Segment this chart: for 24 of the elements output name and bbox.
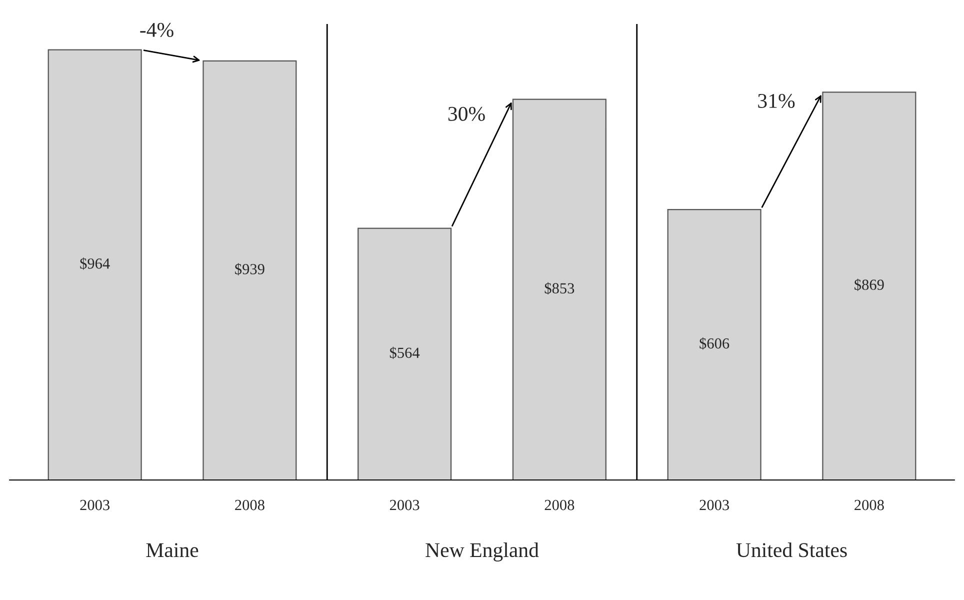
bar [48, 49, 142, 480]
text: -4% [140, 22, 174, 38]
x-tick-label: 2008 [854, 500, 884, 510]
annotation: 30% [448, 106, 485, 121]
bar [822, 92, 916, 480]
bar [202, 60, 297, 480]
bar [358, 228, 452, 480]
text: Maine [146, 543, 198, 558]
data-label: $869 [854, 278, 884, 291]
x-tick-label: 2008 [235, 500, 264, 510]
data-label: $853 [544, 282, 574, 295]
data-label: $606 [700, 337, 730, 350]
text: United States [736, 542, 847, 558]
data-label: $939 [235, 263, 264, 276]
bar [667, 209, 762, 480]
text: New England [426, 542, 539, 562]
data-label: $564 [390, 346, 420, 359]
bar [512, 98, 606, 480]
x-tick-label: 2008 [544, 500, 574, 510]
x-tick-label: 2003 [80, 500, 110, 510]
data-label: $964 [80, 258, 110, 270]
annotation: 31% [758, 94, 795, 108]
x-tick-label: 2003 [390, 500, 420, 510]
x-tick-label: 2003 [700, 500, 729, 510]
